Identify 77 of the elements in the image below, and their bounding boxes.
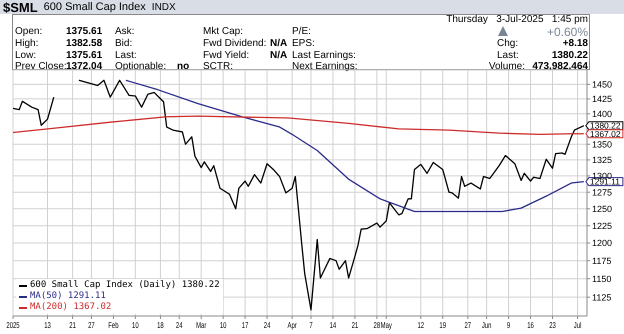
annotation: 473,982,464: [532, 61, 588, 72]
legend-label: MA(50) 1291.11: [30, 291, 106, 302]
text: Last Earnings:: [292, 50, 356, 61]
y-tick-label: 1450: [592, 80, 612, 90]
text: Last:: [115, 50, 137, 61]
text: 1382.58: [66, 38, 102, 49]
chart-title: $SML: [3, 0, 38, 14]
x-tick-label: 2025: [6, 320, 20, 330]
y-tick-label: 1225: [592, 220, 612, 231]
text: INDX: [152, 2, 176, 12]
x-tick-label: Apr: [288, 320, 298, 330]
text: Low:: [15, 50, 36, 61]
annotation: no: [177, 61, 190, 72]
annotation: 1372.04: [66, 61, 102, 72]
y-tick-label: 1125: [592, 292, 612, 302]
annotation: Prev Close:: [15, 61, 67, 72]
text: +0.60%: [546, 25, 588, 39]
x-tick-label: 16: [527, 320, 534, 330]
x-tick-label: 23: [549, 320, 556, 330]
x-tick-label: May: [380, 320, 392, 330]
x-tick-label: 10: [132, 320, 139, 330]
annotation: Optionable:: [115, 61, 166, 72]
x-tick-label: 9: [506, 320, 510, 330]
x-tick-label: 14: [330, 320, 336, 330]
annotation: Next Earnings:: [292, 61, 358, 72]
y-tick-label: 1175: [592, 256, 612, 266]
text: 1375.61: [66, 50, 102, 61]
y-tick-label: 1200: [592, 238, 612, 248]
x-tick-label: 27: [88, 320, 95, 330]
x-tick-label: 28: [374, 320, 380, 330]
text: Ask:: [115, 26, 134, 37]
text: +8.18: [562, 38, 588, 49]
y-tick-label: 1150: [592, 274, 612, 284]
x-tick-label: Mar: [196, 320, 207, 330]
text: P/E:: [292, 26, 311, 37]
chart-subtitle: 600 Small Cap Index: [44, 1, 146, 13]
x-tick-label: Jul: [574, 320, 582, 330]
text: EPS:: [292, 38, 315, 49]
text: Mkt Cap:: [203, 26, 244, 37]
text: N/A: [270, 38, 288, 49]
x-tick-label: 10: [220, 320, 226, 330]
y-tick-label: 1275: [592, 187, 612, 198]
x-tick-label: 24: [264, 320, 270, 330]
text: 1380.22: [552, 50, 588, 61]
x-tick-label: 19: [439, 320, 446, 330]
x-tick-label: 17: [242, 320, 248, 330]
x-tick-label: 18: [157, 320, 164, 330]
y-tick-label: 1425: [592, 94, 612, 104]
annotation: 1380.22: [590, 120, 621, 131]
x-tick-label: 21: [69, 320, 76, 330]
y-tick-label: 1350: [592, 139, 612, 150]
x-tick-label: 27: [464, 320, 472, 330]
annotation: 1367.02: [590, 128, 621, 139]
x-tick-label: 24: [176, 320, 183, 330]
x-tick-label: 21: [352, 320, 358, 330]
text: Open:: [15, 26, 42, 37]
text: Last:: [497, 50, 519, 61]
text: Thursday 3-Jul-2025 1:45 pm: [446, 14, 588, 25]
x-tick-label: 7: [309, 320, 313, 330]
text: High:: [15, 38, 38, 49]
x-tick-label: Jun: [482, 320, 492, 330]
y-tick-label: 1250: [592, 204, 612, 214]
x-tick-label: 13: [44, 320, 51, 330]
text: Chg:: [497, 38, 518, 49]
legend-label: MA(200) 1367.02: [30, 302, 112, 313]
annotation: Volume:: [488, 61, 525, 72]
text: 1375.61: [66, 26, 102, 37]
y-tick-label: 1325: [592, 155, 612, 166]
y-tick-label: 1400: [592, 108, 612, 119]
text: Fwd Dividend:: [203, 38, 266, 49]
annotation: SCTR:: [203, 61, 233, 72]
text: Fwd Yield:: [203, 50, 250, 61]
text: Bid:: [115, 38, 132, 49]
x-tick-label: 12: [417, 320, 424, 330]
legend-label: 600 Small Cap Index (Daily) 1380.22: [30, 280, 220, 291]
text: N/A: [270, 50, 288, 61]
x-tick-label: Feb: [108, 320, 118, 330]
